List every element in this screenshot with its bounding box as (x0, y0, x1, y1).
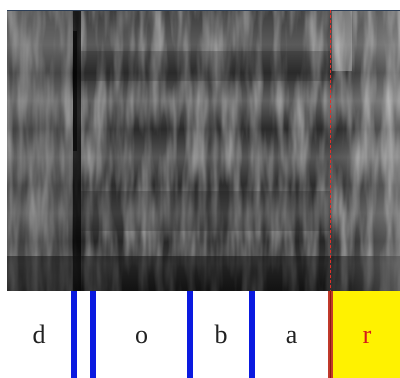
spectrogram[interactable] (7, 10, 400, 292)
segment-boundary[interactable] (187, 291, 193, 378)
segment-label: a (285, 319, 298, 349)
segment-d[interactable]: d (7, 291, 71, 378)
segment-o[interactable]: o (96, 291, 187, 378)
segment-label: b (214, 319, 228, 349)
segment-label: r (362, 319, 372, 349)
segment-tier: d o b a r (7, 291, 400, 378)
segment-b[interactable]: b (193, 291, 249, 378)
segment-boundary[interactable] (249, 291, 255, 378)
segment-boundary[interactable] (71, 291, 77, 378)
segment-r-selected[interactable]: r (333, 291, 400, 378)
segment-boundary-selected[interactable] (328, 291, 333, 378)
segment-boundary[interactable] (90, 291, 96, 378)
segment-label: o (135, 319, 148, 349)
segment-label: d (32, 319, 46, 349)
segment-a[interactable]: a (255, 291, 328, 378)
